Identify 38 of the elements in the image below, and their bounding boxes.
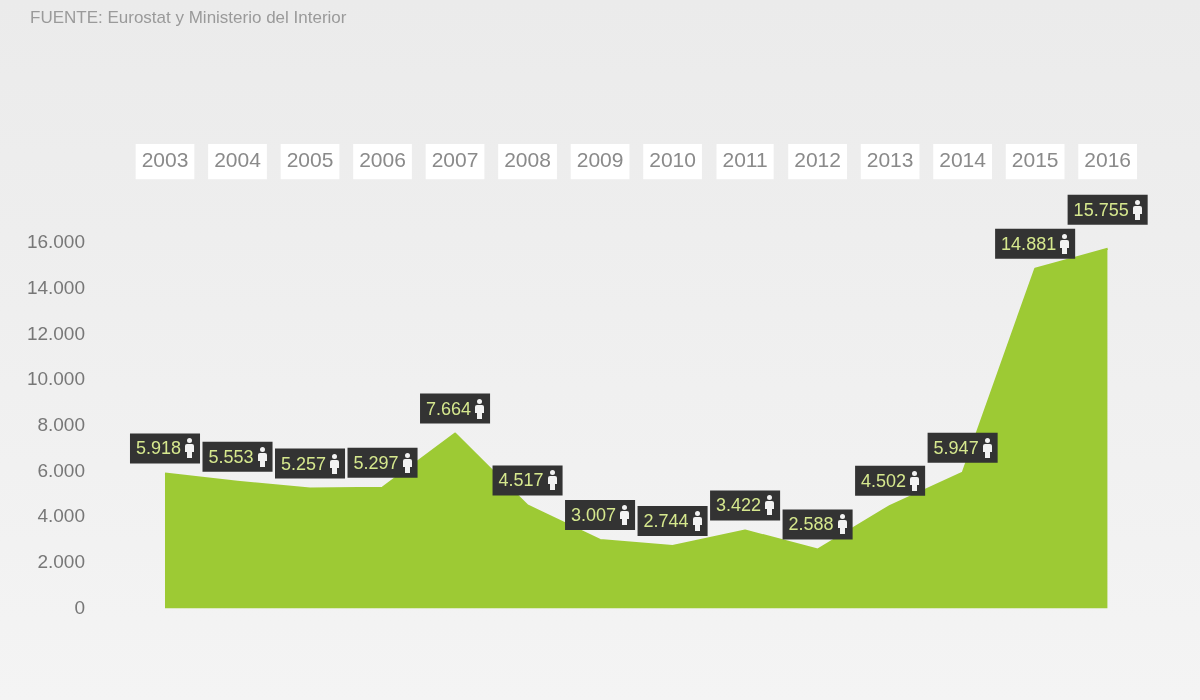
data-label: 7.664 [426,398,472,419]
x-tick-label: 2013 [866,148,914,172]
x-tick-label: 2007 [431,148,479,172]
data-label: 5.297 [353,452,399,473]
data-label: 5.947 [933,437,979,458]
y-tick-label: 14.000 [26,277,85,299]
x-tick-label: 2011 [722,148,768,172]
source-note: FUENTE: Eurostat y Ministerio del Interior [30,8,347,28]
y-tick-label: 8.000 [37,414,85,436]
y-tick-label: 6.000 [37,459,85,481]
x-tick-label: 2010 [649,148,696,172]
data-label: 3.422 [716,495,762,516]
data-label: 3.007 [571,504,617,525]
x-tick-label: 2004 [214,148,262,172]
data-label: 5.257 [281,453,327,474]
y-tick-label: 12.000 [26,322,85,344]
data-label: 2.744 [643,510,689,531]
y-tick-label: 0 [74,596,85,618]
data-label: 4.517 [498,470,544,491]
data-label: 5.918 [135,438,182,459]
data-label: 5.553 [208,446,254,467]
x-tick-label: 2009 [576,148,624,172]
data-label: 15.755 [1073,199,1129,220]
x-tick-label: 2012 [794,148,841,172]
x-tick-label: 2016 [1084,148,1131,172]
x-tick-label: 2014 [939,148,987,172]
data-label: 14.881 [1001,233,1057,254]
x-tick-label: 2005 [286,148,334,172]
x-tick-label: 2003 [141,148,189,172]
y-tick-label: 10.000 [26,368,85,390]
y-tick-label: 2.000 [37,551,85,573]
y-tick-label: 16.000 [26,231,85,253]
x-tick-label: 2015 [1011,148,1059,172]
data-label: 4.502 [861,470,907,491]
data-label: 2.588 [788,514,834,535]
x-tick-label: 2008 [504,148,551,172]
x-tick-label: 2006 [359,148,406,172]
y-tick-label: 4.000 [37,505,85,527]
